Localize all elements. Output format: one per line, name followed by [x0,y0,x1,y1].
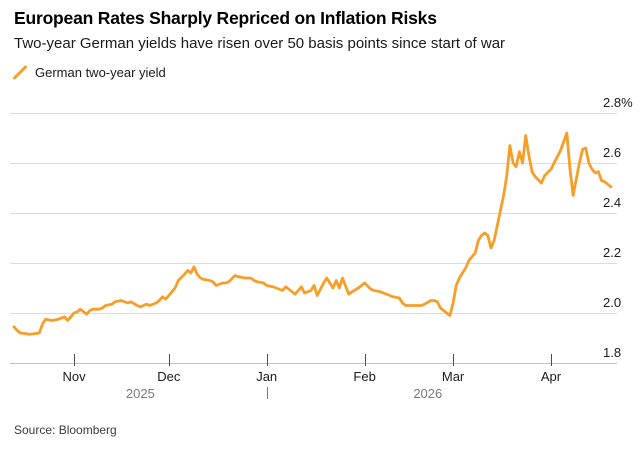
x-axis-year-label: 2026 [413,386,443,401]
source-note: Source: Bloomberg [14,423,117,437]
y-axis-label: 2.6 [603,145,622,160]
x-axis-year-label: 2025 [125,386,155,401]
yield-line-series [12,131,613,336]
chart-title: European Rates Sharply Repriced on Infla… [14,8,437,28]
x-axis-month-label: Apr [540,369,562,384]
legend: German two-year yield [13,64,166,80]
x-axis-month-label: Mar [441,369,465,384]
legend-label: German two-year yield [35,64,166,80]
x-axis-month-label: Jan [256,369,278,384]
y-axis-label: 2.4 [603,195,622,210]
legend-line-marker-icon [13,65,27,79]
x-axis-month-label: Nov [62,369,86,384]
y-axis-label: 2.0 [603,295,622,310]
x-axis-month-label: Dec [157,369,181,384]
y-axis-label: 2.2 [603,245,622,260]
y-axis-label: 1.8 [603,345,622,360]
y-axis-label: 2.8% [603,95,633,110]
chart-subtitle: Two-year German yields have risen over 5… [14,35,506,52]
x-axis-month-label: Feb [353,369,376,384]
